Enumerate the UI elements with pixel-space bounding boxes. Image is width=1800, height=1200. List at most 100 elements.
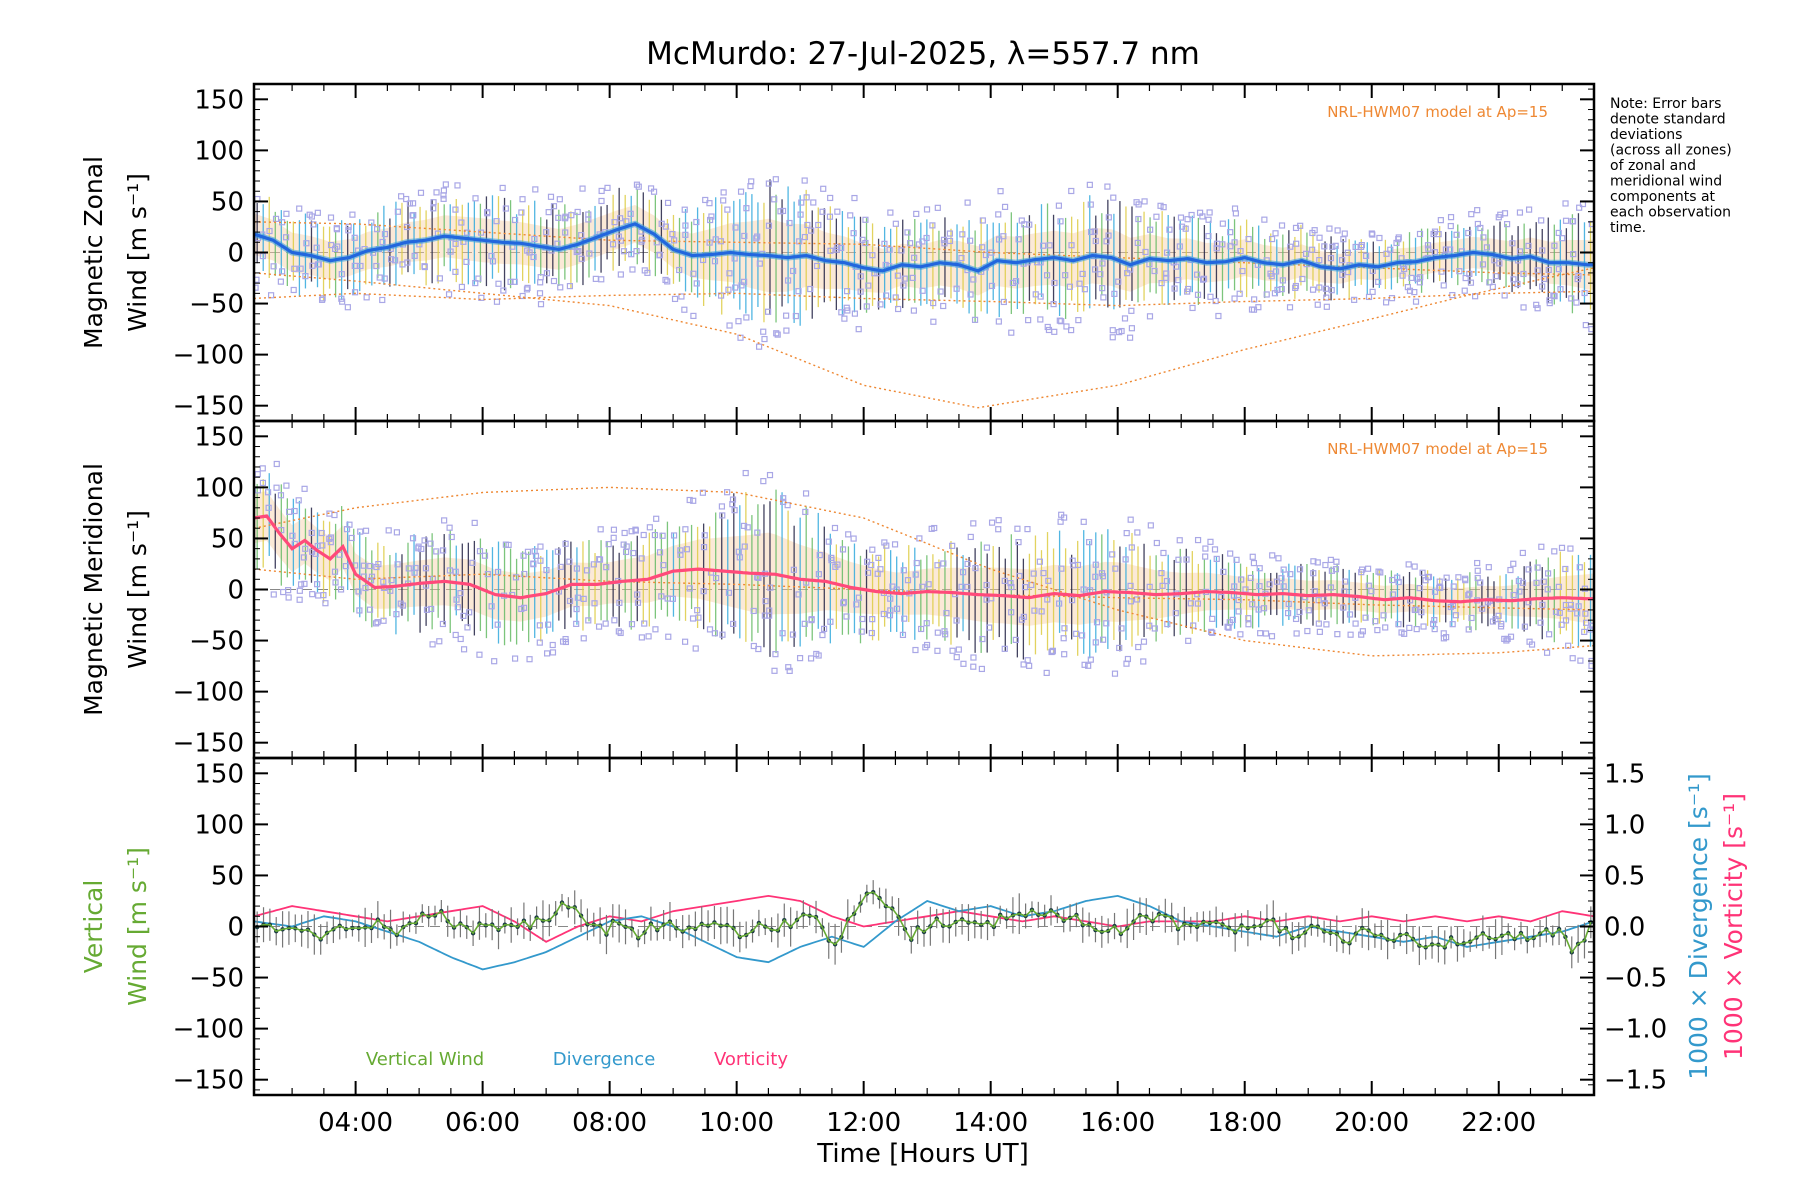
zone-scatter-point <box>1205 216 1212 223</box>
zone-scatter-point <box>742 469 749 477</box>
zone-scatter-point <box>1147 522 1154 529</box>
x-tick-label: 16:00 <box>1080 1108 1155 1138</box>
zone-scatter-point <box>656 549 664 556</box>
zone-scatter-point <box>1249 601 1256 608</box>
zone-scatter-point <box>1250 559 1258 567</box>
zone-scatter-point <box>825 538 832 545</box>
zone-scatter-point <box>300 554 308 561</box>
left-tick-label: 150 <box>194 422 244 452</box>
zone-scatter-point <box>583 567 591 574</box>
zone-scatter-point <box>562 229 569 236</box>
zone-scatter-point <box>1016 572 1023 580</box>
zone-scatter-point <box>1127 516 1134 523</box>
zone-scatter-point <box>409 212 416 219</box>
zone-scatter-point <box>1435 231 1442 238</box>
zone-scatter-point <box>1474 567 1481 574</box>
zone-scatter-point <box>1558 544 1566 551</box>
zone-scatter-point <box>1372 618 1379 625</box>
zone-scatter-point <box>1315 620 1322 627</box>
zone-scatter-point <box>1058 565 1065 572</box>
zone-scatter-point <box>373 262 380 270</box>
zone-scatter-point <box>1147 226 1154 233</box>
zone-scatter-point <box>892 220 899 227</box>
zone-scatter-point <box>772 176 779 183</box>
zone-scatter-point <box>477 229 485 236</box>
zone-scatter-point <box>1026 662 1033 669</box>
zone-scatter-point <box>1394 574 1401 581</box>
zone-scatter-point <box>1036 558 1043 565</box>
zone-scatter-point <box>536 622 543 629</box>
zone-scatter-point <box>1057 218 1064 225</box>
zone-scatter-point <box>1436 584 1443 591</box>
zone-scatter-point <box>708 213 715 220</box>
zone-scatter-point <box>338 295 345 302</box>
zone-scatter-point <box>1099 573 1107 580</box>
zone-scatter-point <box>1057 518 1064 525</box>
zone-scatter-point <box>979 244 986 251</box>
zone-scatter-point <box>652 626 659 633</box>
zone-scatter-point <box>1309 246 1316 253</box>
zone-scatter-point <box>272 215 280 222</box>
left-tick-label: −50 <box>189 627 244 657</box>
vorticity-line <box>254 894 1594 943</box>
zone-scatter-point <box>495 280 502 287</box>
zone-scatter-point <box>681 206 688 213</box>
zone-scatter-point <box>1332 566 1340 573</box>
zone-scatter-point <box>1268 235 1276 243</box>
zone-scatter-point <box>411 569 418 576</box>
zone-scatter-point <box>1380 612 1387 619</box>
zone-scatter-point <box>573 620 580 627</box>
zone-scatter-point <box>326 535 333 542</box>
zone-scatter-point <box>1567 605 1574 612</box>
zone-scatter-point <box>440 195 447 202</box>
zone-scatter-point <box>440 187 448 194</box>
zone-scatter-point <box>964 583 971 591</box>
zone-scatter-point <box>662 223 670 230</box>
zone-scatter-point <box>1525 566 1532 573</box>
zone-scatter-point <box>537 274 544 281</box>
zone-scatter-point <box>1293 240 1300 247</box>
zone-scatter-point <box>568 212 575 219</box>
zone-scatter-point <box>1351 296 1358 303</box>
zone-scatter-point <box>971 316 979 323</box>
zone-scatter-point <box>368 219 375 226</box>
zone-scatter-point <box>1038 608 1045 615</box>
zone-scatter-point <box>532 186 539 193</box>
zone-scatter-point <box>1316 284 1323 291</box>
zone-scatter-point <box>1103 620 1110 627</box>
zone-scatter-point <box>458 283 466 291</box>
zone-scatter-point <box>466 609 473 616</box>
mean-wind-line <box>254 222 1594 273</box>
zone-scatter-point <box>834 561 841 568</box>
zone-scatter-point <box>574 208 581 216</box>
zone-scatter-point <box>1292 284 1299 291</box>
zone-scatter-point <box>315 261 322 268</box>
zone-scatter-point <box>1278 286 1285 293</box>
zone-scatter-point <box>729 501 736 508</box>
zone-scatter-point <box>937 288 944 295</box>
zone-scatter-point <box>755 645 762 653</box>
zone-scatter-point <box>1567 601 1575 609</box>
zone-scatter-point <box>855 326 862 333</box>
zone-scatter-point <box>1533 301 1540 308</box>
zone-scatter-point <box>1087 228 1095 236</box>
zone-scatter-point <box>930 318 937 325</box>
zone-scatter-point <box>645 633 652 640</box>
zone-scatter-point <box>790 267 797 275</box>
zone-scatter-point <box>1134 239 1141 247</box>
chart-title: McMurdo: 27-Jul-2025, λ=557.7 nm <box>646 36 1200 72</box>
zone-scatter-point <box>536 290 544 297</box>
zone-scatter-point <box>1449 602 1457 609</box>
zone-scatter-point <box>706 239 713 246</box>
zone-scatter-point <box>457 590 464 597</box>
zone-scatter-point <box>1411 563 1418 570</box>
zone-scatter-point <box>1340 236 1347 243</box>
zone-scatter-point <box>711 630 718 637</box>
left-tick-label: −100 <box>173 341 244 371</box>
zone-scatter-point <box>1516 209 1524 216</box>
zone-scatter-point <box>463 258 470 265</box>
zone-scatter-point <box>351 289 359 296</box>
zone-scatter-point <box>1559 235 1566 242</box>
zone-scatter-point <box>1299 275 1306 283</box>
zone-scatter-point <box>780 495 787 502</box>
